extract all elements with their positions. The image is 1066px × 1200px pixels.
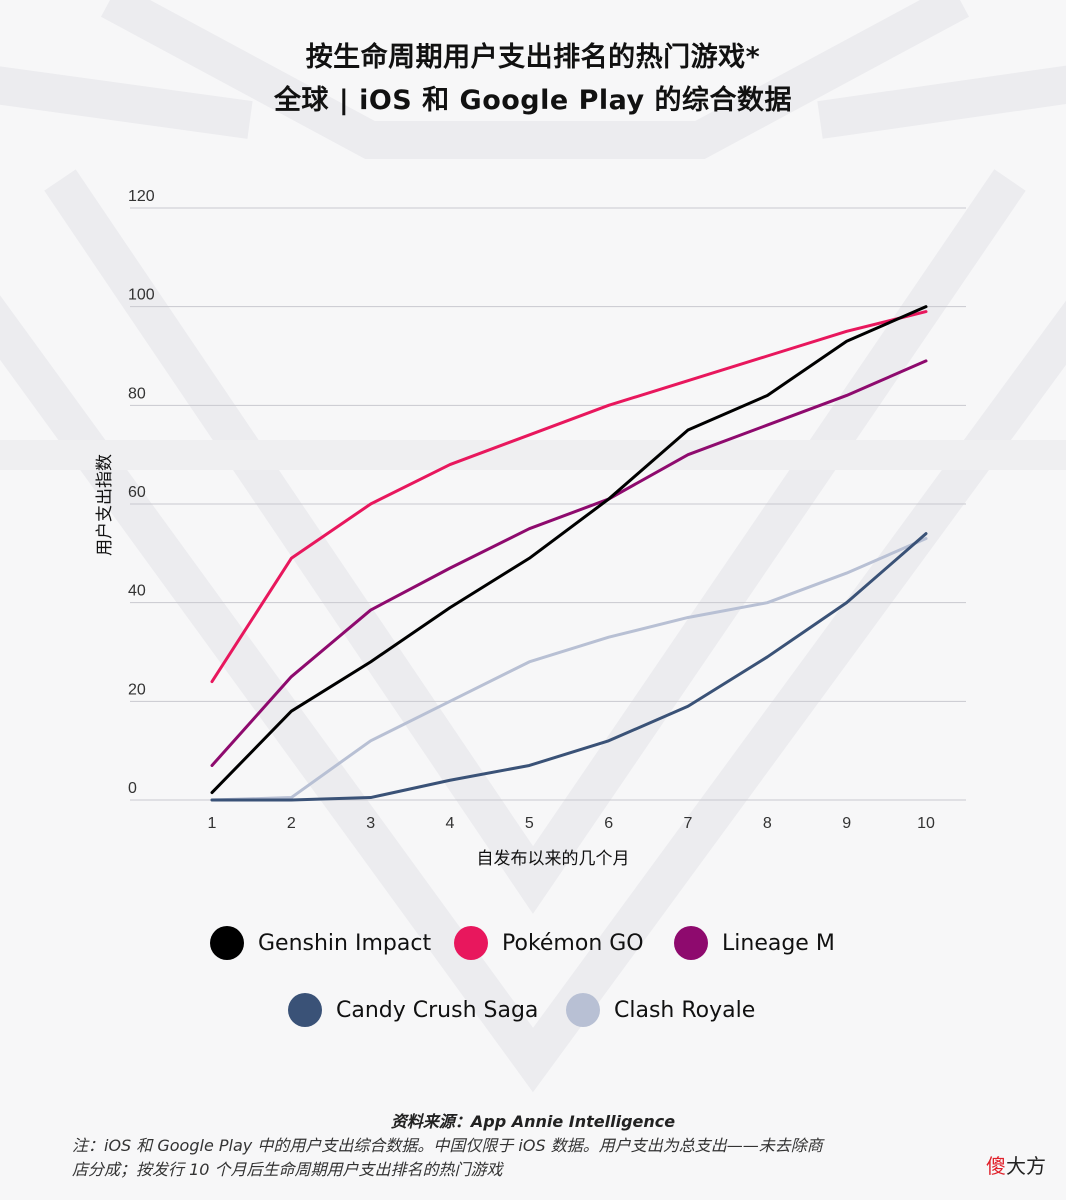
series-line-genshin-impact	[210, 305, 928, 795]
x-tick-label: 5	[525, 815, 534, 832]
watermark-red: 傻	[986, 1154, 1006, 1178]
y-tick-label: 20	[128, 681, 146, 698]
footnote-line1: 注：iOS 和 Google Play 中的用户支出综合数据。中国仅限于 iOS…	[72, 1136, 823, 1155]
legend-label: Pokémon GO	[502, 930, 644, 956]
y-tick-label: 0	[128, 780, 137, 797]
legend-item-genshin-impact: Genshin Impact	[210, 926, 431, 960]
source-text: 资料来源：App Annie Intelligence	[390, 1112, 676, 1131]
legend-item-clash-royale: Clash Royale	[566, 993, 755, 1027]
legend-marker-icon	[566, 993, 600, 1027]
x-tick-label: 8	[763, 815, 772, 832]
legend-label: Genshin Impact	[258, 930, 432, 956]
chart-title-line1: 按生命周期用户支出排名的热门游戏*	[305, 42, 761, 73]
y-tick-label: 120	[128, 188, 155, 205]
legend-marker-icon	[454, 926, 488, 960]
legend-marker-icon	[674, 926, 708, 960]
series-line-lineage-m	[210, 359, 928, 767]
legend-item-pokemon-go: Pokémon GO	[454, 926, 644, 960]
y-tick-label: 100	[128, 287, 155, 304]
x-axis-label: 自发布以来的几个月	[477, 849, 630, 869]
x-tick-label: 7	[684, 815, 693, 832]
x-tick-label: 1	[208, 815, 217, 832]
watermark-text: 大方	[1006, 1154, 1046, 1178]
x-tick-label: 4	[446, 815, 455, 832]
footnote-line2: 店分成；按发行 10 个月后生命周期用户支出排名的热门游戏	[72, 1160, 503, 1179]
legend-label: Clash Royale	[614, 997, 756, 1023]
x-tick-label: 9	[842, 815, 851, 832]
x-tick-label: 2	[287, 815, 296, 832]
footnote: 注：iOS 和 Google Play 中的用户支出综合数据。中国仅限于 iOS…	[72, 1134, 992, 1182]
y-tick-label: 60	[128, 484, 146, 501]
x-tick-label: 10	[917, 815, 935, 832]
series-line-clash-royale	[210, 537, 928, 802]
y-axis-label: 用户支出指数	[95, 454, 115, 556]
legend-label: Lineage M	[722, 930, 835, 956]
x-tick-label: 3	[366, 815, 375, 832]
legend-marker-icon	[288, 993, 322, 1027]
watermark: 傻大方	[986, 1150, 1046, 1179]
chart-title-line2: 全球 | iOS 和 Google Play 的综合数据	[273, 85, 793, 116]
y-tick-label: 40	[128, 583, 146, 600]
y-tick-label: 80	[128, 385, 146, 402]
legend-item-lineage-m: Lineage M	[674, 926, 835, 960]
series-line-pok-mon-go	[210, 310, 928, 684]
legend-marker-icon	[210, 926, 244, 960]
legend-item-candy-crush-saga: Candy Crush Saga	[288, 993, 538, 1027]
legend-label: Candy Crush Saga	[336, 997, 539, 1023]
x-tick-label: 6	[604, 815, 613, 832]
series-line-candy-crush-saga	[210, 532, 928, 802]
